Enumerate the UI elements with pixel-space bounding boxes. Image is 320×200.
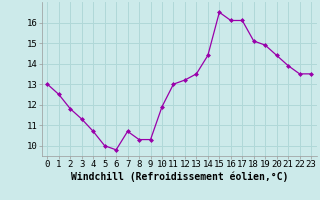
X-axis label: Windchill (Refroidissement éolien,°C): Windchill (Refroidissement éolien,°C) <box>70 172 288 182</box>
